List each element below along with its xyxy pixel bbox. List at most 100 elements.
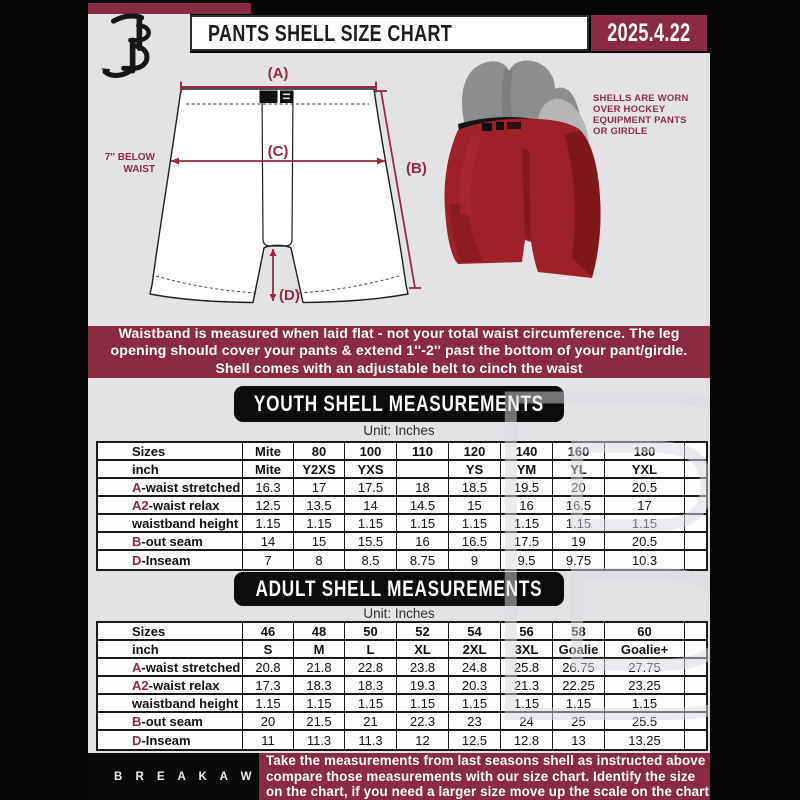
table-cell: 7 <box>243 551 294 569</box>
shell-shadow-right <box>564 131 601 277</box>
table-cell: 18 <box>397 479 449 497</box>
table-cell: 3XL <box>501 641 553 659</box>
row-label-prefix: A2 <box>132 677 149 693</box>
date-text: 2025.4.22 <box>607 18 691 47</box>
table-cell: 12.8 <box>501 731 553 749</box>
table-cell <box>397 461 449 479</box>
table-cell: 9.5 <box>501 551 553 569</box>
row-label-prefix: D <box>132 552 142 568</box>
table-cell: 23 <box>449 713 501 731</box>
info-line: Waistband is measured when laid flat - n… <box>118 326 680 343</box>
table-cell: 16.3 <box>243 479 294 497</box>
row-label-text: Sizes <box>132 443 166 459</box>
photo-caption: SHELLS ARE WORN OVER HOCKEY EQUIPMENT PA… <box>593 93 705 137</box>
table-cell: 17.5 <box>501 533 553 551</box>
table-cell: 1.15 <box>553 515 605 533</box>
table-cell: 1.15 <box>449 515 501 533</box>
belt-buckle-icon <box>259 90 293 103</box>
table-cell: 2XL <box>449 641 501 659</box>
table-cell: 23.8 <box>397 659 449 677</box>
table-cell: 9.75 <box>553 551 605 569</box>
table-cell: 13 <box>553 731 605 749</box>
table-cell: 15.5 <box>345 533 397 551</box>
table-cell: 1.15 <box>243 695 294 713</box>
table-cell: 60 <box>605 623 685 641</box>
table-cell: 20.3 <box>449 677 501 695</box>
row-label-text: waistband height <box>132 515 239 531</box>
table-cell: 100 <box>345 443 397 461</box>
table-cell: 19 <box>553 533 605 551</box>
table-cell: 1.15 <box>553 695 605 713</box>
table-cell: 110 <box>397 443 449 461</box>
section-title-youth: YOUTH SHELL MEASUREMENTS <box>253 391 545 416</box>
caption-line: EQUIPMENT PANTS <box>593 115 687 126</box>
row-label: waistband height <box>98 695 243 713</box>
table-cell: 80 <box>294 443 345 461</box>
table-cell <box>685 623 706 641</box>
footer-brand-box: B R E A K A W A Y <box>88 753 293 800</box>
row-label: B -out seam <box>98 713 243 731</box>
table-cell: 10.3 <box>605 551 685 569</box>
table-cell: 12.5 <box>243 497 294 515</box>
table-cell <box>685 731 706 749</box>
table-cell: 17.5 <box>345 479 397 497</box>
fly-panel-line <box>261 90 294 247</box>
measure-line-d <box>269 249 277 301</box>
table-cell: 26.75 <box>553 659 605 677</box>
table-cell: 14 <box>243 533 294 551</box>
measure-label-d: (D) <box>279 287 300 304</box>
table-cell <box>685 515 706 533</box>
row-label-text: inch <box>132 461 159 477</box>
table-cell: 18.5 <box>449 479 501 497</box>
table-cell: 20.5 <box>605 533 685 551</box>
date-badge: 2025.4.22 <box>591 15 707 51</box>
measure-label-b: (B) <box>406 160 427 177</box>
table-cell <box>685 443 706 461</box>
table-cell: 8 <box>294 551 345 569</box>
footer-line: Take the measurements from last seasons … <box>266 753 706 769</box>
table-cell: 1.15 <box>501 515 553 533</box>
table-cell: 8.5 <box>345 551 397 569</box>
title-bar: PANTS SHELL SIZE CHART <box>190 15 589 51</box>
shell-photo <box>444 60 601 278</box>
table-cell: 19.3 <box>397 677 449 695</box>
table-cell: 1.15 <box>605 695 685 713</box>
girdle-shading <box>501 69 514 130</box>
table-cell: M <box>294 641 345 659</box>
footer-line: compare those measurements with our size… <box>266 768 696 784</box>
left-hem-stitch <box>155 275 257 294</box>
caption-line: OR GIRDLE <box>593 126 648 137</box>
table-cell: 140 <box>501 443 553 461</box>
measure-line-b <box>375 90 421 289</box>
row-label-text: -Inseam <box>141 552 191 568</box>
unit-label-adult: Unit: Inches <box>363 606 435 621</box>
size-table-youth: Sizes Mite 80 100 110 120 140 160 180 inch Mite Y2X… <box>96 441 708 571</box>
table-cell: 1.15 <box>501 695 553 713</box>
measure-label-c: (C) <box>268 143 289 160</box>
info-line: Shell comes with an adjustable belt to c… <box>215 360 583 377</box>
table-cell: YS <box>449 461 501 479</box>
table-cell: 12 <box>397 731 449 749</box>
table-cell: 13.5 <box>294 497 345 515</box>
table-cell: 56 <box>501 623 553 641</box>
table-cell: 1.15 <box>345 515 397 533</box>
table-cell: 1.15 <box>605 515 685 533</box>
footer-note: Take the measurements from last seasons … <box>259 753 710 800</box>
table-cell: 13.25 <box>605 731 685 749</box>
table-cell: 14 <box>345 497 397 515</box>
row-label-text: -waist relax <box>148 497 220 513</box>
info-banner: Waistband is measured when laid flat - n… <box>88 326 710 378</box>
table-cell: 180 <box>605 443 685 461</box>
row-label: A -waist stretched <box>98 479 243 497</box>
table-cell: 21.3 <box>501 677 553 695</box>
unit-label-youth: Unit: Inches <box>363 423 435 438</box>
row-label: A -waist stretched <box>98 659 243 677</box>
table-cell <box>685 713 706 731</box>
brand-name: B R E A K A W A Y <box>114 770 298 783</box>
table-cell: 21.8 <box>294 659 345 677</box>
table-cell: 17 <box>294 479 345 497</box>
waist-note-line2: WAIST <box>123 164 155 175</box>
table-cell: 25.5 <box>605 713 685 731</box>
right-hem-stitch <box>298 275 400 294</box>
